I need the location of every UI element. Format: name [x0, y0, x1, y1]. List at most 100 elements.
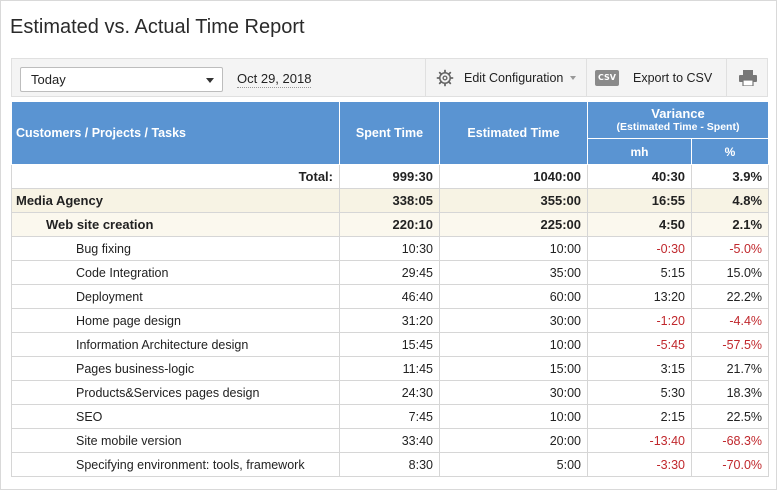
customer-spent: 338:05 [339, 188, 440, 213]
chevron-down-icon [206, 78, 214, 83]
customer-name: Media Agency [11, 188, 340, 213]
total-row: Total: 999:30 1040:00 40:30 3.9% [11, 164, 770, 189]
total-variance-mh: 40:30 [587, 164, 692, 189]
period-select[interactable]: Today [20, 67, 223, 92]
task-variance-pct: -4.4% [690, 308, 770, 333]
total-estimated: 1040:00 [439, 164, 588, 189]
task-variance-pct: -70.0% [690, 452, 770, 477]
total-spent: 999:30 [339, 164, 440, 189]
toolbar: Today Oct 29, 2018 Edit Configuration CS… [11, 58, 768, 97]
task-spent: 31:20 [339, 308, 440, 333]
task-name: Specifying environment: tools, framework [11, 452, 340, 477]
column-header-mh[interactable]: mh [587, 138, 692, 165]
task-variance-mh: 5:15 [587, 260, 692, 285]
column-header-name[interactable]: Customers / Projects / Tasks [11, 101, 340, 165]
task-row[interactable]: Pages business-logic 11:45 15:00 3:15 21.7% [11, 356, 770, 381]
task-row[interactable]: Home page design 31:20 30:00 -1:20 -4.4% [11, 308, 770, 333]
export-csv-label: Export to CSV [633, 70, 713, 85]
task-estimated: 10:00 [439, 236, 588, 261]
task-variance-pct: 18.3% [690, 380, 770, 405]
task-estimated: 35:00 [439, 260, 588, 285]
task-spent: 8:30 [339, 452, 440, 477]
task-row[interactable]: Site mobile version 33:40 20:00 -13:40 -68.3… [11, 428, 770, 453]
csv-icon: CSV [595, 69, 619, 86]
task-variance-mh: -3:30 [587, 452, 692, 477]
task-row[interactable]: Bug fixing 10:30 10:00 -0:30 -5.0% [11, 236, 770, 261]
period-select-value: Today [31, 72, 66, 87]
task-spent: 24:30 [339, 380, 440, 405]
report-table: Customers / Projects / Tasks Spent Time … [11, 101, 770, 477]
task-variance-pct: -68.3% [690, 428, 770, 453]
gear-icon [436, 69, 454, 86]
task-estimated: 30:00 [439, 308, 588, 333]
print-button[interactable] [726, 59, 768, 96]
total-variance-pct: 3.9% [690, 164, 770, 189]
chevron-down-icon [570, 75, 577, 80]
customer-variance-pct: 4.8% [690, 188, 770, 213]
project-name: Web site creation [11, 212, 340, 237]
task-row[interactable]: Specifying environment: tools, framework… [11, 452, 770, 477]
customer-estimated: 355:00 [439, 188, 588, 213]
task-row[interactable]: Products&Services pages design 24:30 30:00… [11, 380, 770, 405]
task-spent: 11:45 [339, 356, 440, 381]
project-variance-pct: 2.1% [690, 212, 770, 237]
task-estimated: 20:00 [439, 428, 588, 453]
task-variance-pct: -57.5% [690, 332, 770, 357]
task-variance-pct: 21.7% [690, 356, 770, 381]
variance-subtitle: (Estimated Time - Spent) [616, 121, 740, 133]
task-spent: 46:40 [339, 284, 440, 309]
edit-configuration-label: Edit Configuration [464, 70, 564, 85]
project-row[interactable]: Web site creation 220:10 225:00 4:50 2.1… [11, 212, 770, 237]
task-name: Home page design [11, 308, 340, 333]
column-header-pct[interactable]: % [690, 138, 770, 165]
task-variance-mh: 5:30 [587, 380, 692, 405]
task-estimated: 30:00 [439, 380, 588, 405]
task-name: Bug fixing [11, 236, 340, 261]
task-row[interactable]: Deployment 46:40 60:00 13:20 22.2% [11, 284, 770, 309]
edit-configuration-button[interactable]: Edit Configuration [425, 59, 585, 96]
task-variance-pct: 15.0% [690, 260, 770, 285]
task-row[interactable]: SEO 7:45 10:00 2:15 22.5% [11, 404, 770, 429]
task-row[interactable]: Information Architecture design 15:45 10:0… [11, 332, 770, 357]
task-variance-mh: 3:15 [587, 356, 692, 381]
task-name: Pages business-logic [11, 356, 340, 381]
task-name: Code Integration [11, 260, 340, 285]
total-label: Total: [11, 164, 340, 189]
variance-title: Variance [651, 106, 705, 121]
task-estimated: 15:00 [439, 356, 588, 381]
task-estimated: 10:00 [439, 332, 588, 357]
task-name: SEO [11, 404, 340, 429]
task-variance-pct: 22.2% [690, 284, 770, 309]
task-variance-pct: 22.5% [690, 404, 770, 429]
task-variance-mh: 2:15 [587, 404, 692, 429]
page-title: Estimated vs. Actual Time Report [10, 16, 305, 38]
task-variance-pct: -5.0% [690, 236, 770, 261]
task-name: Deployment [11, 284, 340, 309]
task-variance-mh: -5:45 [587, 332, 692, 357]
task-estimated: 5:00 [439, 452, 588, 477]
column-header-spent[interactable]: Spent Time [339, 101, 440, 165]
task-spent: 29:45 [339, 260, 440, 285]
export-csv-button[interactable]: CSV Export to CSV [586, 59, 726, 96]
task-variance-mh: -13:40 [587, 428, 692, 453]
task-spent: 15:45 [339, 332, 440, 357]
task-variance-mh: 13:20 [587, 284, 692, 309]
customer-variance-mh: 16:55 [587, 188, 692, 213]
task-estimated: 10:00 [439, 404, 588, 429]
project-variance-mh: 4:50 [587, 212, 692, 237]
task-spent: 10:30 [339, 236, 440, 261]
date-picker[interactable]: Oct 29, 2018 [237, 71, 312, 88]
column-header-variance: Variance (Estimated Time - Spent) [586, 101, 770, 139]
task-variance-mh: -0:30 [587, 236, 692, 261]
customer-row[interactable]: Media Agency 338:05 355:00 16:55 4.8% [11, 188, 770, 213]
task-spent: 7:45 [339, 404, 440, 429]
printer-icon [738, 69, 757, 86]
column-header-estimated[interactable]: Estimated Time [439, 101, 588, 165]
task-variance-mh: -1:20 [587, 308, 692, 333]
task-name: Information Architecture design [11, 332, 340, 357]
task-name: Products&Services pages design [11, 380, 340, 405]
task-row[interactable]: Code Integration 29:45 35:00 5:15 15.0% [11, 260, 770, 285]
project-spent: 220:10 [339, 212, 440, 237]
task-estimated: 60:00 [439, 284, 588, 309]
